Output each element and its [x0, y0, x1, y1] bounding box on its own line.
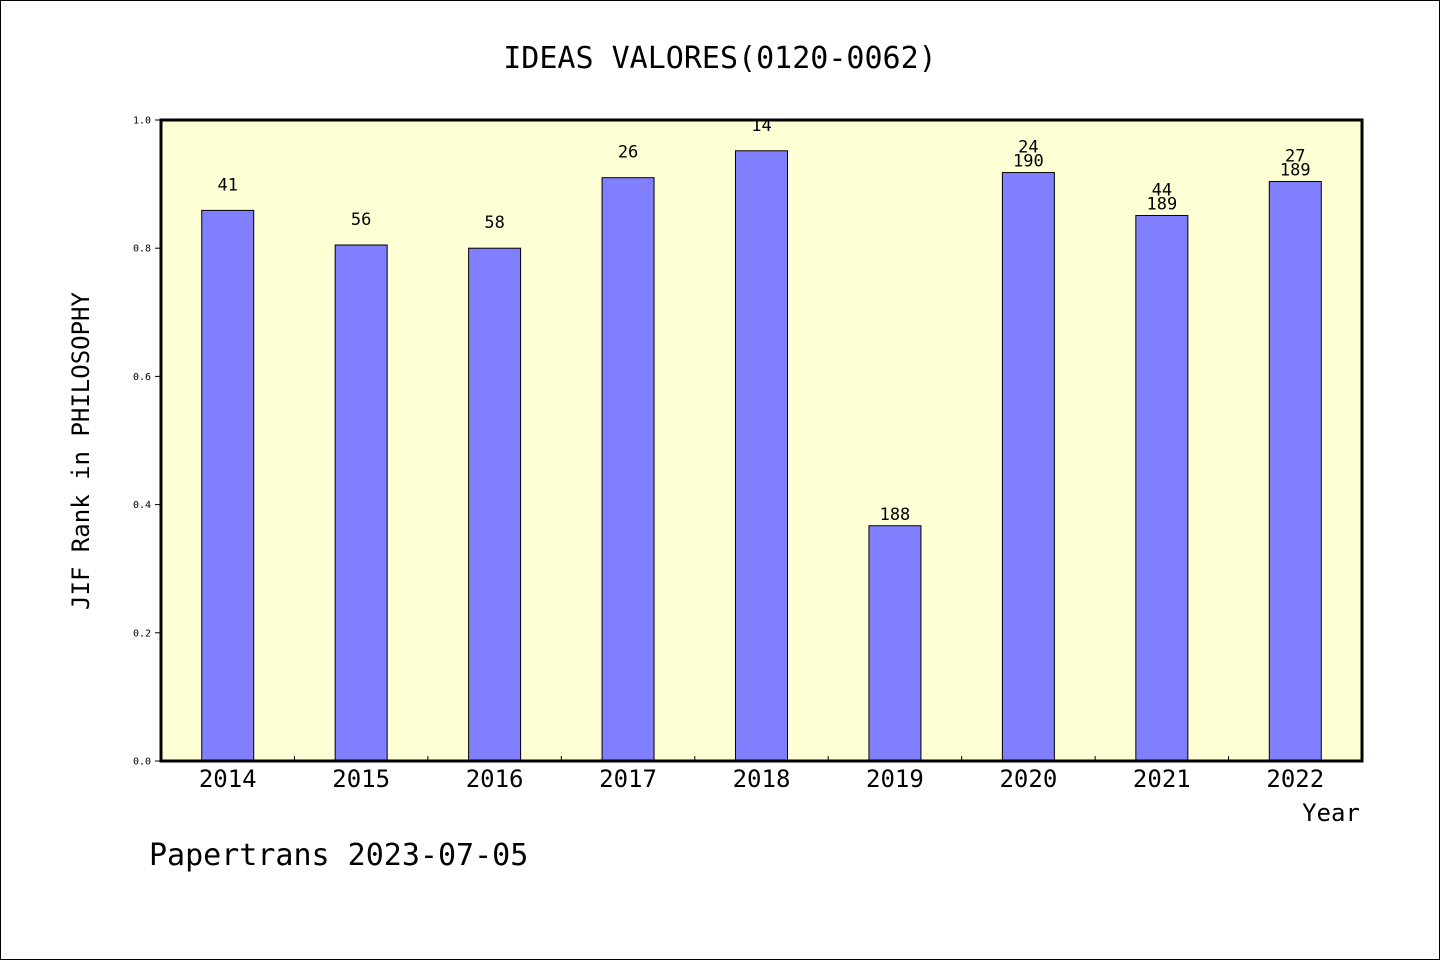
bar-2016 — [468, 247, 522, 762]
footer-credit: Papertrans 2023-07-05 — [149, 838, 528, 873]
y-axis-ticks: 0.0 0.2 0.4 0.6 0.8 1.0 — [133, 116, 161, 768]
bar-label-bottom-2019: 188 — [880, 505, 911, 525]
bar-2019 — [868, 525, 922, 762]
x-tick-label-2016: 2016 — [466, 765, 524, 793]
bar-label-top-2021: 44 — [1152, 181, 1172, 201]
bar-label-bottom-2022: 189 — [1280, 161, 1311, 181]
chart-title: IDEAS VALORES(0120-0062) — [503, 41, 936, 76]
x-tick-label-2014: 2014 — [199, 765, 257, 793]
y-tick-label: 0.0 — [133, 757, 151, 768]
bar-label-top-2020: 24 — [1018, 138, 1038, 158]
x-tick-label-2022: 2022 — [1266, 765, 1324, 793]
bar-2022 — [1268, 181, 1322, 762]
x-tick-label-2019: 2019 — [866, 765, 924, 793]
plot-border — [159, 118, 1364, 763]
x-tick-label-2017: 2017 — [599, 765, 657, 793]
x-tick-label-2020: 2020 — [999, 765, 1057, 793]
x-tick-label-2015: 2015 — [332, 765, 390, 793]
bar-2021 — [1135, 215, 1189, 762]
bar-2018 — [735, 150, 788, 762]
x-tick-label-2021: 2021 — [1133, 765, 1191, 793]
bar-label-top-2017: 26 — [618, 143, 638, 163]
bar-label-bottom-2020: 190 — [1013, 152, 1044, 172]
x-axis-label: Year — [1302, 799, 1360, 827]
x-axis-ticks: 2014 2015 2016 2017 2018 2019 2020 2021 2022 — [199, 756, 1324, 793]
bar-2020 — [1001, 172, 1055, 762]
bar-label-bottom-2021: 189 — [1146, 195, 1177, 215]
bar-label-top-2016: 58 — [484, 213, 504, 233]
y-tick-label: 0.2 — [133, 628, 151, 639]
y-tick-label: 0.8 — [133, 244, 151, 255]
bar-label-top-2014: 41 — [217, 175, 237, 195]
x-tick-label-2018: 2018 — [733, 765, 791, 793]
bar-label-top-2022: 27 — [1285, 147, 1305, 167]
y-tick-label: 0.4 — [133, 500, 151, 511]
bar-label-top-2015: 56 — [351, 210, 371, 230]
bar-2017 — [601, 177, 655, 762]
bar-2015 — [334, 244, 388, 762]
bar-2014 — [201, 209, 255, 762]
y-axis-label: JIF Rank in PHILOSOPHY — [67, 292, 95, 610]
y-tick-label: 1.0 — [133, 116, 151, 127]
y-tick-label: 0.6 — [133, 372, 151, 383]
bars-group — [201, 150, 1322, 762]
